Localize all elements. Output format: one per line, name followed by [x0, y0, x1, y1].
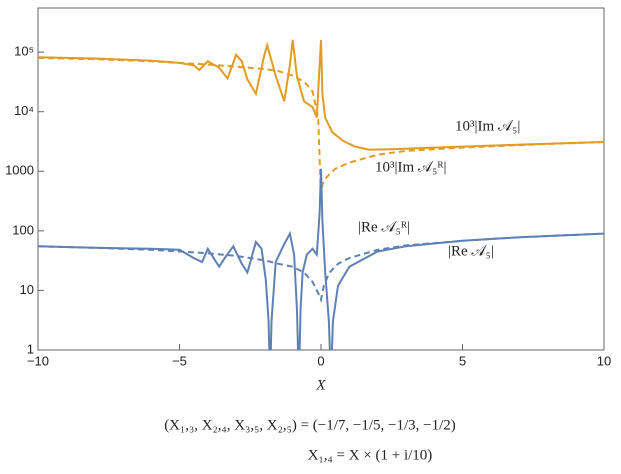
y-tick-label: 10⁵	[14, 44, 34, 59]
y-tick-label: 1	[27, 341, 34, 356]
caption: (X₁,₃, X₂,₄, X₃,₅, X₂,₅) = (−1/7, −1/5, …	[164, 417, 456, 433]
x-tick-label: 5	[459, 353, 466, 368]
annotation: |Re 𝒜₅ᴿ|	[358, 219, 410, 235]
y-tick-label: 100	[12, 222, 34, 237]
series-line	[38, 168, 604, 350]
series-line	[38, 39, 604, 151]
x-tick-label: −5	[172, 353, 187, 368]
plot-lines	[38, 39, 604, 350]
annotation: 10³|Im 𝒜₅|	[455, 118, 520, 134]
y-tick-label: 10⁴	[14, 103, 34, 118]
y-tick-label: 10	[20, 282, 34, 297]
series-line	[38, 232, 604, 304]
x-axis-label: X	[315, 377, 326, 393]
x-tick-label: 10	[597, 353, 611, 368]
x-tick-label: 0	[317, 353, 324, 368]
caption: X₁,₄ = X × (1 + i/10)	[308, 447, 433, 463]
x-tick-label: −10	[27, 353, 49, 368]
annotation: 10³|Im 𝒜₅ᴿ|	[375, 159, 446, 175]
annotation: |Re 𝒜₅|	[448, 243, 494, 259]
y-tick-label: 1000	[5, 163, 34, 178]
series-line	[38, 56, 604, 199]
